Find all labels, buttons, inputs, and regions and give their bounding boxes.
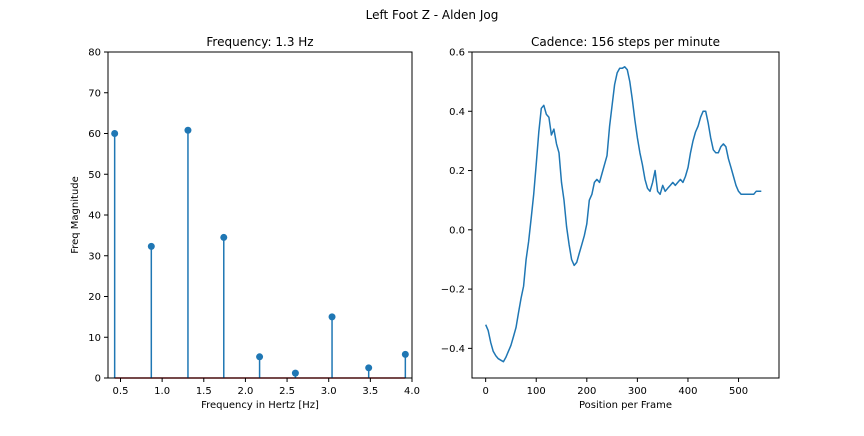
x-tick-label: 4.0 [404, 386, 420, 397]
x-tick-label: 3.5 [362, 386, 378, 397]
cadence-title: Cadence: 156 steps per minute [531, 35, 720, 49]
y-tick-label: −0.4 [441, 344, 465, 355]
x-tick-label: 3.0 [321, 386, 337, 397]
frequency-ylabel: Freq Magnitude [70, 176, 81, 254]
x-tick-label: 400 [678, 386, 697, 397]
y-tick-label: 30 [88, 251, 101, 262]
y-tick-label: 60 [88, 129, 101, 140]
frequency-title: Frequency: 1.3 Hz [206, 35, 313, 49]
stem-marker [291, 369, 299, 377]
x-tick-label: 1.5 [196, 386, 212, 397]
cadence-xlabel: Position per Frame [579, 400, 672, 411]
stem-marker [401, 350, 409, 358]
x-tick-label: 0.5 [113, 386, 129, 397]
x-tick-label: 2.0 [237, 386, 253, 397]
y-tick-label: 40 [88, 211, 101, 222]
x-tick-label: 500 [729, 386, 748, 397]
y-tick-label: 50 [88, 170, 101, 181]
stem-marker [111, 130, 119, 137]
y-tick-label: 0 [95, 374, 101, 385]
y-tick-label: 0.6 [449, 48, 465, 59]
stem-marker [328, 313, 336, 321]
y-tick-label: 0.0 [449, 225, 465, 236]
stem-marker [256, 353, 264, 361]
figure-suptitle: Left Foot Z - Alden Jog [366, 8, 499, 22]
frequency-xlabel: Frequency in Hertz [Hz] [201, 400, 319, 411]
stem-marker [184, 126, 192, 134]
y-tick-label: 20 [88, 292, 101, 303]
stem-marker [147, 242, 155, 250]
y-tick-label: 10 [88, 333, 101, 344]
x-tick-label: 1.0 [154, 386, 170, 397]
cadence-series-line [485, 66, 762, 363]
y-tick-label: 0.2 [449, 166, 465, 177]
y-tick-label: 80 [88, 48, 101, 59]
x-tick-label: 200 [577, 386, 596, 397]
frequency-axes-frame [107, 51, 413, 379]
cadence-axes-frame [471, 51, 780, 379]
x-tick-label: 2.5 [279, 386, 295, 397]
x-tick-label: 100 [527, 386, 546, 397]
x-tick-label: 300 [628, 386, 647, 397]
x-tick-label: 0 [482, 386, 488, 397]
y-tick-label: 0.4 [449, 107, 465, 118]
stem-marker [365, 364, 373, 372]
frequency-subplot: Frequency: 1.3 Hz Frequency in Hertz [Hz… [70, 35, 420, 411]
y-tick-label: −0.2 [441, 285, 465, 296]
y-tick-label: 70 [88, 88, 101, 99]
cadence-subplot: Cadence: 156 steps per minute Position p… [441, 35, 780, 411]
stem-marker [220, 233, 228, 241]
